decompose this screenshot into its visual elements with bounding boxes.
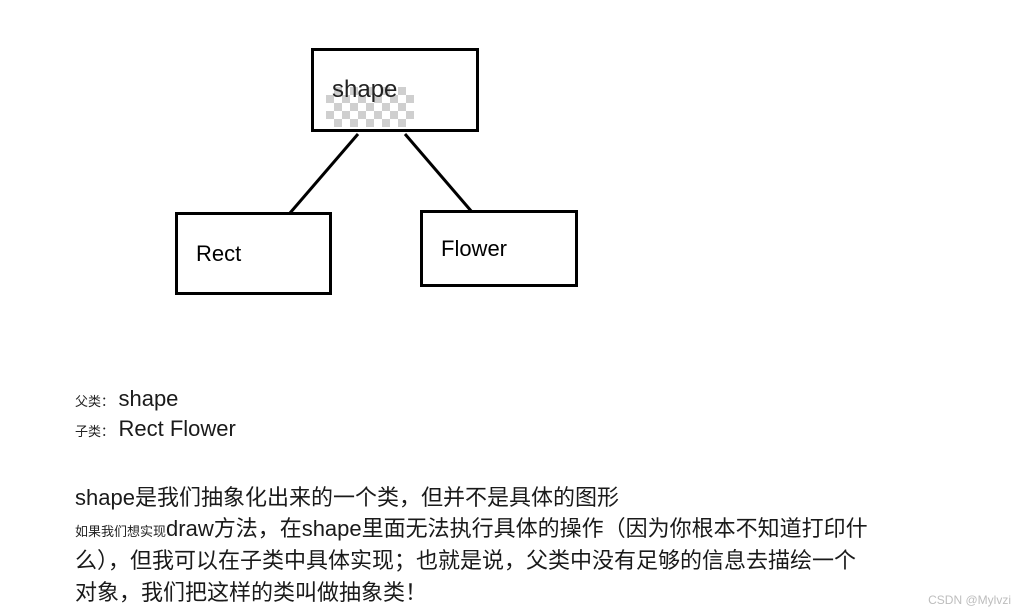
diagram-area: shape Rect Flower bbox=[0, 0, 1023, 330]
child-value: Rect Flower bbox=[118, 416, 235, 441]
node-rect-label: Rect bbox=[196, 241, 241, 267]
paragraph-line-4: 对象，我们把这样的类叫做抽象类！ bbox=[75, 575, 427, 607]
parent-class-line: 父类： shape bbox=[75, 386, 178, 412]
p2-rest: draw方法，在shape里面无法执行具体的操作（因为你根本不知道打印什 bbox=[166, 516, 868, 541]
node-flower-label: Flower bbox=[441, 236, 507, 262]
node-shape-label: shape bbox=[332, 76, 397, 104]
node-flower: Flower bbox=[420, 210, 578, 287]
edge-shape-rect bbox=[290, 134, 358, 213]
node-rect: Rect bbox=[175, 212, 332, 295]
node-shape: shape bbox=[311, 48, 479, 132]
paragraph-line-3: 么），但我可以在子类中具体实现；也就是说，父类中没有足够的信息去描绘一个 bbox=[75, 543, 856, 575]
child-class-line: 子类： Rect Flower bbox=[75, 416, 236, 442]
child-label: 子类： bbox=[75, 424, 114, 439]
watermark: CSDN @Mylvzi bbox=[928, 593, 1011, 607]
paragraph-line-2: 如果我们想实现draw方法，在shape里面无法执行具体的操作（因为你根本不知道… bbox=[75, 511, 868, 543]
edge-shape-flower bbox=[405, 134, 472, 212]
p2-small: 如果我们想实现 bbox=[75, 524, 166, 539]
paragraph-line-1: shape是我们抽象化出来的一个类，但并不是具体的图形 bbox=[75, 480, 619, 512]
parent-value: shape bbox=[118, 386, 178, 411]
parent-label: 父类： bbox=[75, 394, 114, 409]
